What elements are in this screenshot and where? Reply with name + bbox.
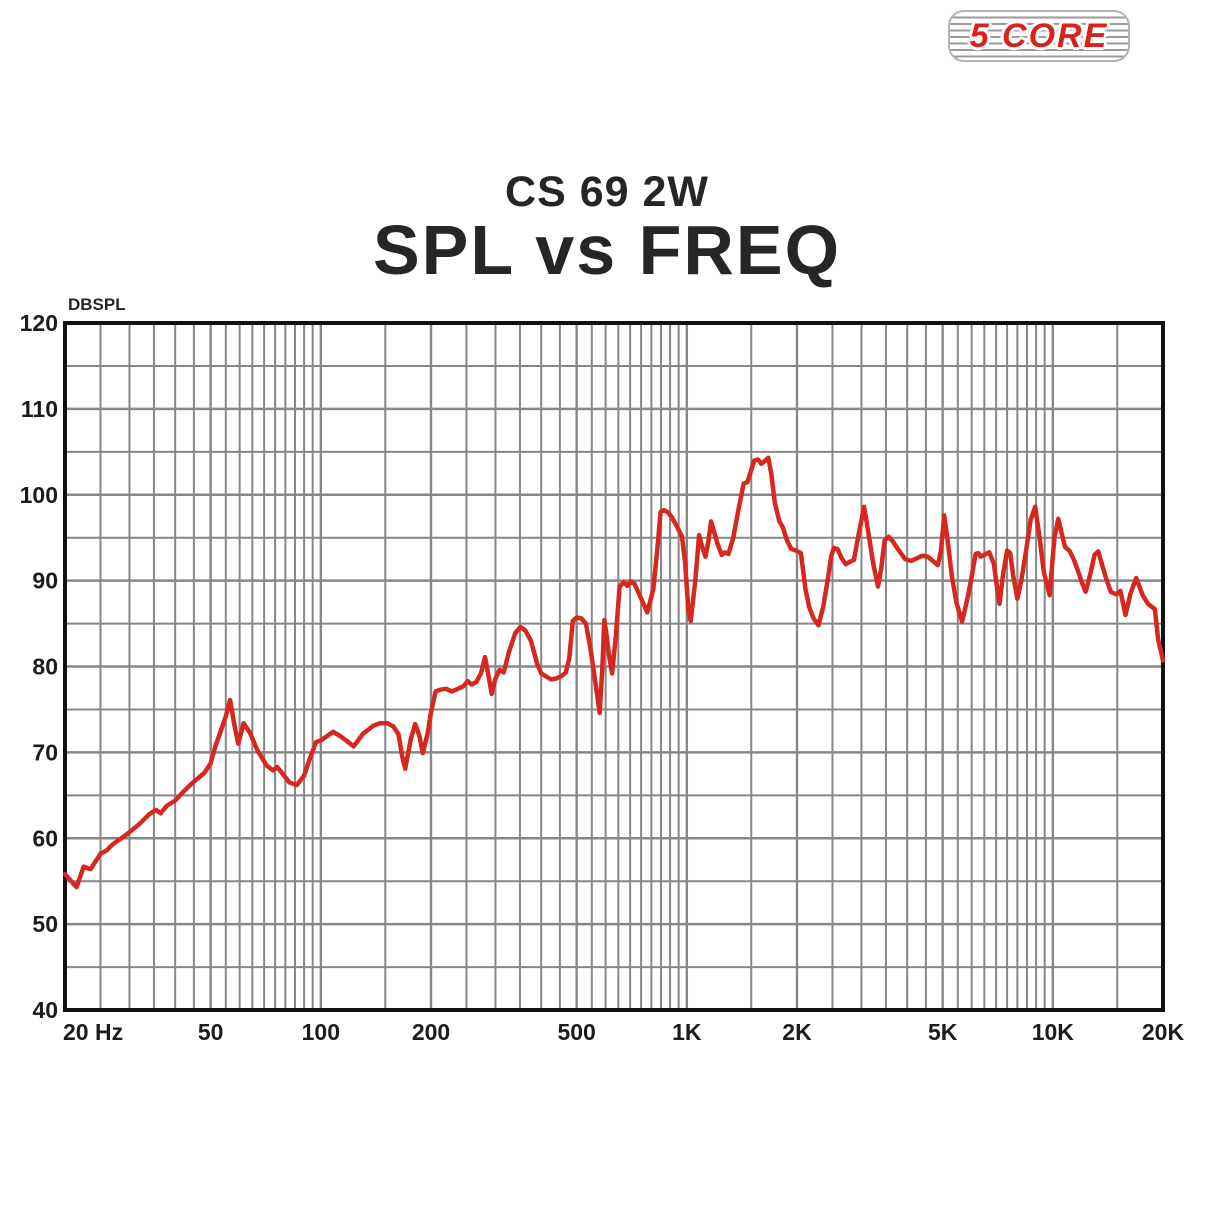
x-tick-label: 200 bbox=[412, 1019, 450, 1045]
y-tick-label: 80 bbox=[32, 654, 58, 680]
y-tick-label: 90 bbox=[32, 568, 58, 594]
chart-subtitle: CS 69 2W bbox=[505, 168, 709, 216]
chart-title: SPL vs FREQ bbox=[372, 211, 842, 289]
x-tick-label: 5K bbox=[928, 1019, 958, 1045]
x-tick-label: 10K bbox=[1032, 1019, 1075, 1045]
plot-frame bbox=[63, 321, 1165, 1012]
x-tick-label: 1K bbox=[672, 1019, 702, 1045]
y-tick-label: 40 bbox=[32, 997, 58, 1023]
x-tick-label: 50 bbox=[198, 1019, 224, 1045]
spl-curve bbox=[62, 455, 1166, 890]
y-tick-label: 60 bbox=[32, 825, 58, 851]
y-tick-label: 50 bbox=[32, 911, 58, 937]
y-tick-label: 110 bbox=[21, 396, 58, 422]
brand-logo-text: 5 CORE bbox=[969, 16, 1109, 55]
y-tick-label: 100 bbox=[20, 482, 58, 508]
brand-logo: 5 CORE bbox=[948, 10, 1130, 62]
x-tick-label: 500 bbox=[557, 1019, 595, 1045]
x-tick-label: 2K bbox=[782, 1019, 812, 1045]
y-tick-label: 120 bbox=[20, 310, 58, 336]
x-tick-label: 20K bbox=[1142, 1019, 1185, 1045]
x-tick-label: 20 Hz bbox=[63, 1019, 123, 1045]
y-tick-label: 70 bbox=[32, 739, 58, 765]
x-tick-label: 100 bbox=[302, 1019, 340, 1045]
y-axis-unit-label: DBSPL bbox=[68, 295, 126, 314]
